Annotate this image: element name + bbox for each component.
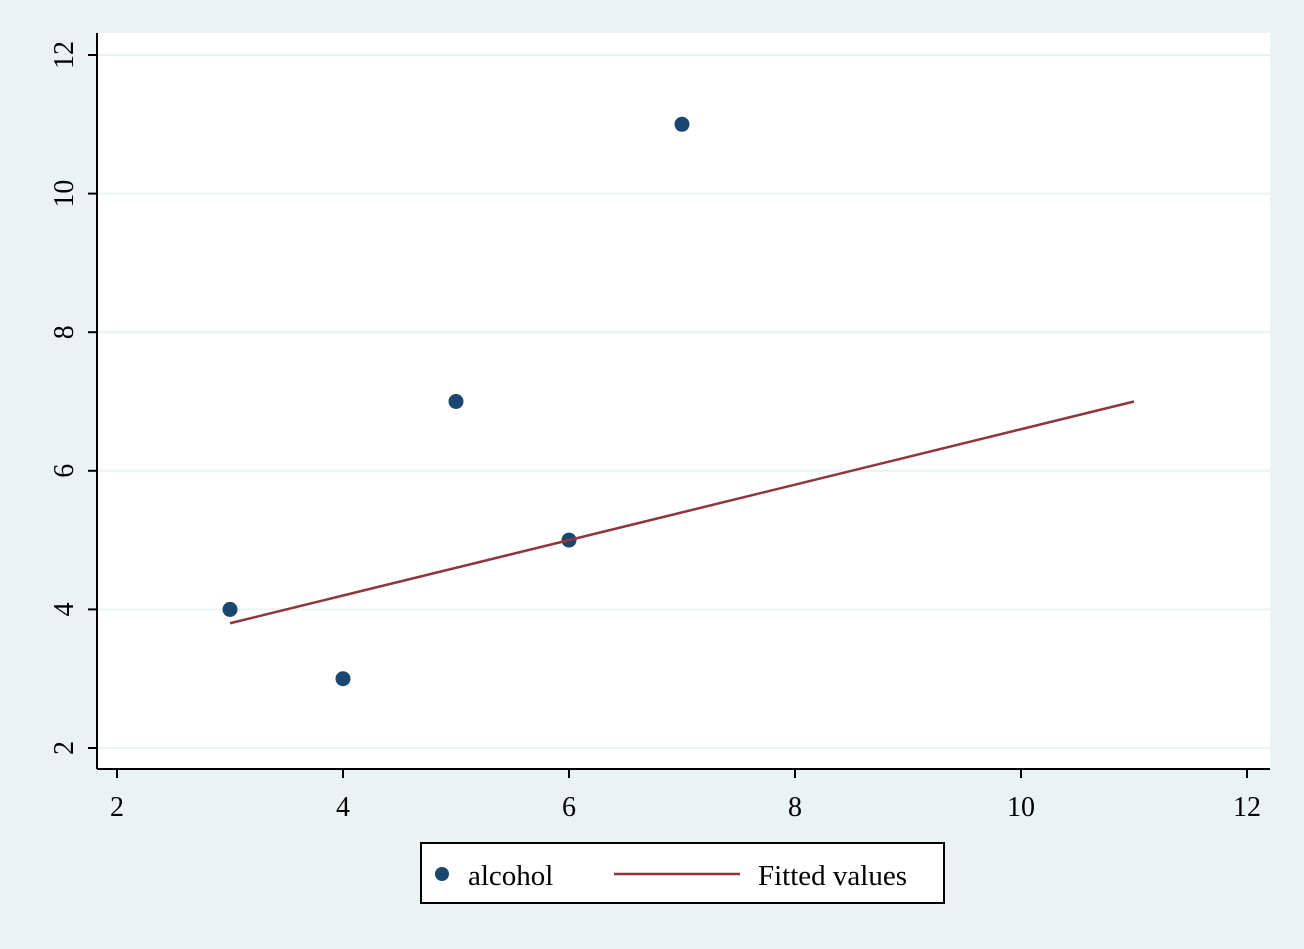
y-tick-label-12: 12 xyxy=(49,41,80,69)
y-tick-label-4: 4 xyxy=(49,602,80,616)
x-tick-label-12: 12 xyxy=(1233,792,1261,823)
y-tick-label-8: 8 xyxy=(49,325,80,339)
legend-label-alcohol: alcohol xyxy=(468,860,553,892)
x-tick-label-6: 6 xyxy=(562,792,576,823)
point-alcohol-4-3 xyxy=(336,671,351,686)
plot-area xyxy=(97,33,1270,769)
x-tick-label-2: 2 xyxy=(110,792,124,823)
legend-marker-alcohol xyxy=(435,867,449,881)
x-tick-label-10: 10 xyxy=(1007,792,1035,823)
legend-label-fitted-values: Fitted values xyxy=(758,860,907,892)
point-alcohol-7-11 xyxy=(675,117,690,132)
x-tick-label-4: 4 xyxy=(336,792,350,823)
x-tick-label-8: 8 xyxy=(788,792,802,823)
y-tick-label-6: 6 xyxy=(49,464,80,478)
point-alcohol-3-4 xyxy=(223,602,238,617)
y-tick-label-10: 10 xyxy=(49,180,80,208)
y-tick-label-2: 2 xyxy=(49,741,80,755)
point-alcohol-5-7 xyxy=(449,394,464,409)
legend: alcohol Fitted values xyxy=(421,843,944,903)
